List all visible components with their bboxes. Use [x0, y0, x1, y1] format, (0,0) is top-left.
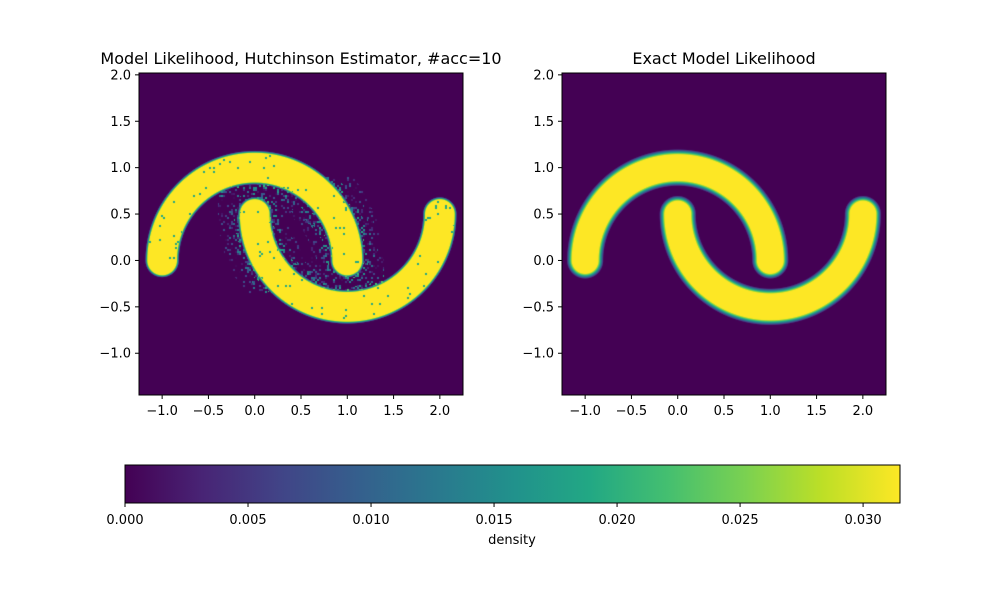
y-tick-label: 1.5: [110, 115, 131, 130]
x-tick-label: 2.0: [853, 404, 874, 419]
x-tick-label: 0.5: [291, 404, 312, 419]
y-tick-label: 1.0: [110, 161, 131, 176]
y-tick-label: 2.0: [110, 68, 131, 83]
colorbar-tick-label: 0.010: [352, 513, 389, 528]
x-tick-label: −0.5: [616, 404, 648, 419]
x-tick-label: 0.0: [667, 404, 688, 419]
y-tick-label: 0.5: [533, 208, 554, 223]
y-tick-label: −0.5: [522, 300, 554, 315]
x-tick-label: 1.5: [806, 404, 827, 419]
x-tick-label: −1.0: [146, 404, 178, 419]
chart-title: Exact Model Likelihood: [632, 49, 815, 68]
axis-ticks: −1.0 −0.5 0.0 0.5 1.0 1.5 2.0 −1.0 −0.5 0.0 0.5 1.0…: [522, 68, 873, 419]
x-tick-label: −1.0: [569, 404, 601, 419]
colorbar-tick-label: 0.025: [721, 513, 758, 528]
colorbar: 0.000 0.005 0.010 0.015 0.020 0.025 0.030 dens…: [106, 464, 901, 548]
heatmap-panel-hutchinson: Model Likelihood, Hutchinson Estimator, …: [99, 49, 501, 419]
colorbar-label: density: [488, 533, 536, 548]
y-tick-label: 2.0: [533, 68, 554, 83]
chart-title: Model Likelihood, Hutchinson Estimator, …: [100, 49, 501, 68]
axis-ticks: −1.0 −0.5 0.0 0.5 1.0 1.5 2.0 −1.0 −0.5 0.0 0.5 1.0…: [99, 68, 450, 419]
y-tick-label: −0.5: [99, 300, 131, 315]
x-tick-label: 2.0: [430, 404, 451, 419]
x-tick-label: −0.5: [193, 404, 225, 419]
x-tick-label: 1.0: [337, 404, 358, 419]
heatmap-image: [562, 73, 886, 395]
heatmap-image: [139, 73, 463, 395]
colorbar-tick-label: 0.030: [844, 513, 881, 528]
colorbar-tick-label: 0.000: [106, 513, 143, 528]
colorbar-tick-label: 0.005: [229, 513, 266, 528]
x-tick-label: 0.5: [714, 404, 735, 419]
y-tick-label: 0.5: [110, 208, 131, 223]
y-tick-label: −1.0: [522, 347, 554, 362]
heatmap-panel-exact: Exact Model Likelihood −1.0 −0.5 0.0 0.5 1.0…: [522, 49, 887, 419]
x-tick-label: 1.0: [760, 404, 781, 419]
y-tick-label: 1.5: [533, 115, 554, 130]
y-tick-label: −1.0: [99, 347, 131, 362]
y-tick-label: 0.0: [533, 254, 554, 269]
colorbar-tick-label: 0.020: [598, 513, 635, 528]
colorbar-gradient: [124, 464, 901, 504]
y-tick-label: 0.0: [110, 254, 131, 269]
colorbar-tick-label: 0.015: [475, 513, 512, 528]
colorbar-ticks: 0.000 0.005 0.010 0.015 0.020 0.025 0.030: [106, 503, 882, 528]
x-tick-label: 0.0: [244, 404, 265, 419]
y-tick-label: 1.0: [533, 161, 554, 176]
x-tick-label: 1.5: [383, 404, 404, 419]
